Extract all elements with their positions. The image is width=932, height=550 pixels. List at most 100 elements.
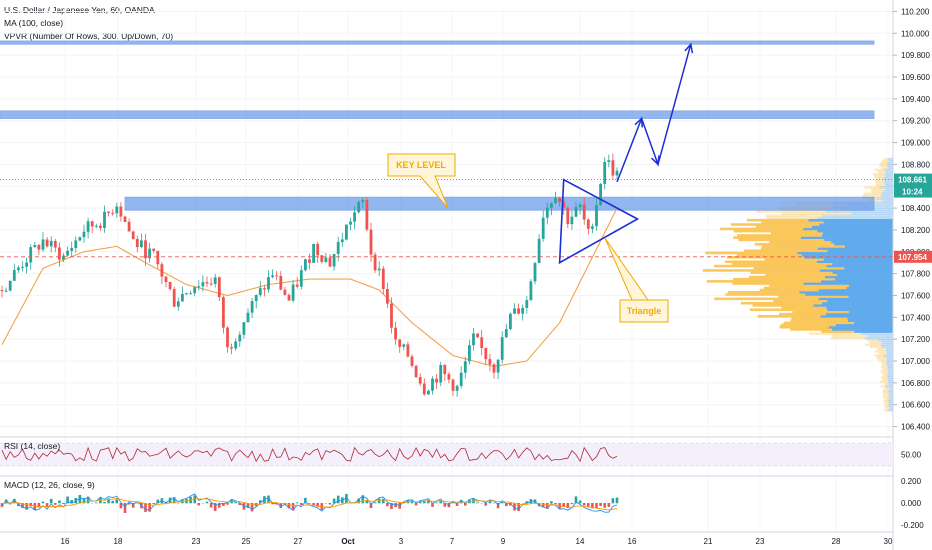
vp-bar-up xyxy=(889,387,893,390)
candle xyxy=(86,217,90,239)
vp-bar-down xyxy=(744,249,828,253)
macd-label[interactable]: MACD (12, 26, close, 9) xyxy=(4,480,95,490)
legend-vpvr[interactable]: VPVR (Number Of Rows, 300, Up/Down, 70) xyxy=(4,31,174,41)
candle xyxy=(111,209,115,216)
vp-bar-down xyxy=(720,227,804,231)
candle-body xyxy=(99,225,102,229)
vp-bar-down xyxy=(736,253,802,257)
candle xyxy=(517,303,520,315)
candle-body xyxy=(443,364,447,374)
legend-symbol[interactable]: U.S. Dollar / Japanese Yen, 60, OANDA xyxy=(4,5,155,15)
price-tick-label: 107.800 xyxy=(901,270,930,279)
candle xyxy=(279,271,283,291)
candle-body xyxy=(304,259,307,271)
candle xyxy=(463,356,467,379)
candle-body xyxy=(361,199,365,203)
candle-body xyxy=(476,333,479,338)
macd-histogram-bar xyxy=(111,500,114,504)
vp-bar-down xyxy=(761,221,824,224)
price-tick-label: 109.800 xyxy=(901,51,930,60)
macd-histogram-bar xyxy=(570,503,574,505)
candle xyxy=(242,322,246,339)
macd-histogram-bar xyxy=(373,502,377,504)
candle-body xyxy=(275,275,279,277)
macd-histogram-bar xyxy=(250,503,254,512)
candle-body xyxy=(558,198,561,203)
time-label: Oct xyxy=(341,537,355,546)
legend-ma[interactable]: MA (100, close) xyxy=(4,18,64,28)
macd-histogram-bar xyxy=(13,498,16,504)
vp-bar-down xyxy=(733,236,801,239)
candle-body xyxy=(176,301,180,307)
candle-body xyxy=(263,288,266,290)
rsi-label[interactable]: RSI (14, close) xyxy=(4,441,60,451)
vp-bar-down xyxy=(756,225,812,229)
macd-histogram-bar xyxy=(197,503,201,506)
zone-mid[interactable] xyxy=(0,110,875,119)
vp-bar-up xyxy=(883,179,893,183)
vp-bar-down xyxy=(882,367,888,371)
vp-bar-down xyxy=(752,304,814,307)
ma-line xyxy=(1,207,618,368)
vp-bar-down xyxy=(790,319,848,322)
macd-histogram-bar xyxy=(464,503,467,506)
candle xyxy=(209,277,213,286)
price-tick-label: 107.600 xyxy=(901,291,930,300)
macd-histogram-bar xyxy=(119,503,123,509)
candle xyxy=(595,198,598,231)
vp-bar-up xyxy=(826,264,893,268)
vp-bar-up xyxy=(818,297,893,301)
candle xyxy=(287,293,291,301)
vp-bar-down xyxy=(882,389,889,392)
candle xyxy=(189,290,192,295)
macd-histogram-bar xyxy=(95,502,98,504)
projection-arrow[interactable] xyxy=(616,44,692,183)
candle-body xyxy=(447,373,451,380)
vp-bar-down xyxy=(863,192,882,196)
candle-body xyxy=(230,347,233,349)
candle xyxy=(295,277,299,289)
vp-bar-up xyxy=(844,245,893,248)
candle xyxy=(472,327,475,351)
candle xyxy=(205,276,209,287)
vp-bar-down xyxy=(875,179,884,183)
arrow-head xyxy=(651,155,660,167)
macd-histogram-bar xyxy=(168,497,172,504)
macd-histogram-bar xyxy=(218,503,221,508)
vp-bar-down xyxy=(737,234,822,237)
vp-bar-down xyxy=(756,210,827,213)
vp-bar-down xyxy=(732,282,804,285)
candle xyxy=(148,242,151,263)
candle-body xyxy=(545,207,549,218)
price-tick-label: 109.400 xyxy=(901,95,930,104)
price-tick-label: 109.200 xyxy=(901,117,930,126)
candle-body xyxy=(586,219,590,229)
price-tick-label: 107.400 xyxy=(901,313,930,322)
vp-bar-down xyxy=(864,186,880,189)
candle-body xyxy=(332,254,336,267)
zone-top[interactable] xyxy=(0,40,875,45)
vp-bar-down xyxy=(875,181,884,185)
triangle-drawing[interactable] xyxy=(558,178,640,265)
macd-histogram-bar xyxy=(587,503,590,508)
candle xyxy=(181,286,184,303)
candle-body xyxy=(62,255,65,260)
candle-body xyxy=(45,239,49,247)
zone-key-level[interactable] xyxy=(124,196,875,211)
annotation-key-level[interactable]: KEY LEVEL xyxy=(387,153,456,209)
candle-body xyxy=(578,204,582,208)
candle-body xyxy=(4,290,8,292)
macd-pane: MACD (12, 26, close, 9) 0.200 0.000 -0.200 xyxy=(0,475,924,530)
vp-bar-up xyxy=(849,284,893,288)
vp-bar-down xyxy=(733,277,835,281)
vp-bar-up xyxy=(831,240,893,244)
candle xyxy=(226,326,229,353)
candle xyxy=(607,154,611,168)
countdown-label: 10:24 xyxy=(902,188,923,197)
macd-histogram-bar xyxy=(0,503,4,507)
vp-bar-down xyxy=(748,275,825,279)
vp-bar-down xyxy=(885,402,889,405)
annotation-triangle[interactable]: Triangle xyxy=(604,237,669,323)
candle-body xyxy=(140,240,143,248)
